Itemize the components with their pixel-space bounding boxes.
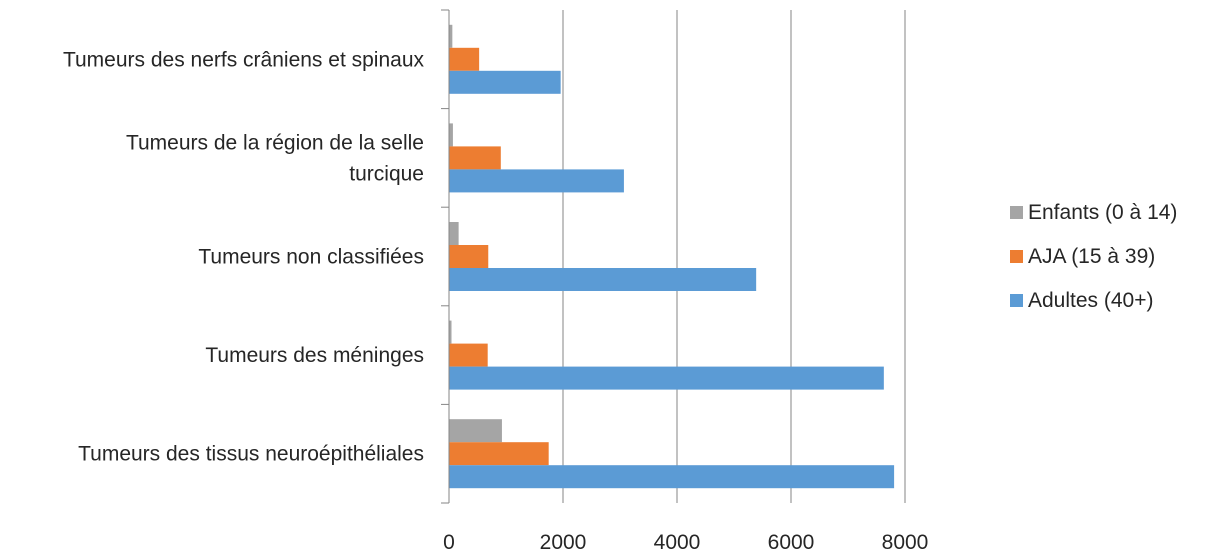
bar bbox=[449, 465, 895, 489]
bar bbox=[449, 245, 489, 268]
bar bbox=[449, 442, 549, 466]
legend-label: Enfants (0 à 14) bbox=[1028, 201, 1177, 224]
bar bbox=[449, 320, 452, 344]
bar bbox=[449, 366, 884, 390]
x-tick-label: 0 bbox=[443, 531, 455, 553]
bar bbox=[449, 222, 459, 245]
legend-swatch bbox=[1010, 206, 1023, 219]
bar bbox=[449, 146, 501, 170]
category-axis bbox=[441, 9, 450, 504]
bar bbox=[449, 169, 624, 193]
bar bbox=[449, 70, 561, 94]
category-label: Tumeurs des tissus neuroépithéliales bbox=[78, 443, 424, 466]
bar bbox=[449, 419, 502, 443]
legend-swatch bbox=[1010, 250, 1023, 263]
legend-swatch bbox=[1010, 294, 1023, 307]
category-label: Tumeurs des méninges bbox=[205, 344, 424, 367]
gridlines bbox=[562, 10, 906, 503]
category-label: Tumeurs des nerfs crâniens et spinaux bbox=[63, 48, 425, 71]
bar bbox=[449, 24, 453, 48]
legend-label: Adultes (40+) bbox=[1028, 289, 1154, 312]
x-tick-label: 6000 bbox=[768, 531, 815, 553]
bars bbox=[449, 24, 895, 489]
x-tick-label: 8000 bbox=[882, 531, 929, 553]
legend-label: AJA (15 à 39) bbox=[1028, 245, 1155, 268]
bar bbox=[449, 343, 488, 367]
legend: Enfants (0 à 14) AJA (15 à 39) Adultes (40… bbox=[1010, 201, 1177, 312]
category-label: turcique bbox=[349, 162, 424, 185]
x-tick-label: 4000 bbox=[654, 531, 701, 553]
category-label: Tumeurs non classifiées bbox=[198, 246, 424, 269]
x-tick-label: 2000 bbox=[540, 531, 587, 553]
x-tick-labels: 0 2000 4000 6000 8000 bbox=[443, 531, 928, 553]
bar bbox=[449, 268, 757, 291]
bar bbox=[449, 47, 480, 71]
category-label: Tumeurs de la région de la selle bbox=[126, 131, 424, 154]
category-labels: Tumeurs des nerfs crâniens et spinaux Tum… bbox=[63, 48, 425, 465]
bar bbox=[449, 123, 453, 147]
